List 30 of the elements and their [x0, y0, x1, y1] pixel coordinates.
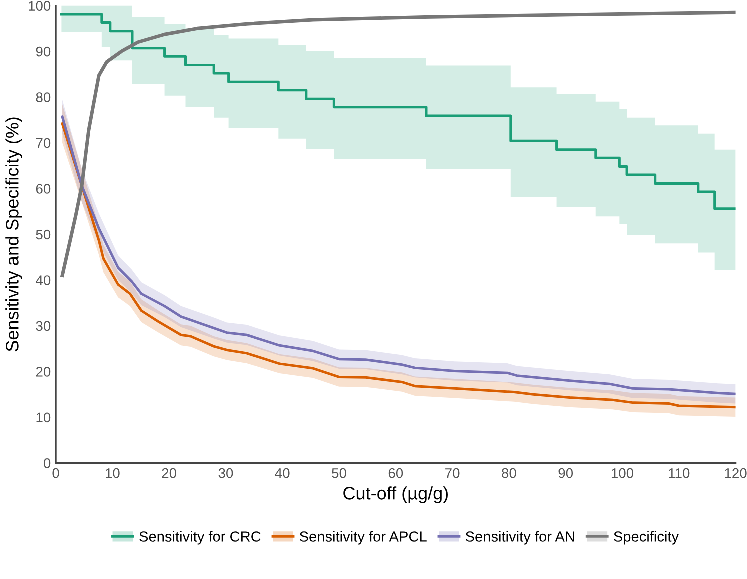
- x-tick-label: 0: [52, 468, 60, 478]
- y-tick-label: 80: [36, 92, 51, 102]
- x-tick-label: 20: [162, 468, 176, 478]
- legend-label: Sensitivity for AN: [466, 531, 574, 545]
- y-tick-label: 100: [29, 1, 51, 11]
- legend-label: Specificity: [614, 531, 680, 545]
- x-tick-label: 120: [725, 468, 747, 478]
- x-tick-label: 80: [502, 468, 516, 478]
- x-tick-label: 100: [612, 468, 634, 478]
- x-tick-label: 40: [275, 468, 290, 478]
- y-tick-label: 50: [36, 230, 51, 240]
- x-tick-label: 90: [558, 468, 574, 478]
- y-tick-label: 20: [36, 367, 51, 377]
- y-tick-label: 70: [36, 138, 51, 148]
- y-tick-label: 30: [36, 321, 51, 332]
- y-tick-label: 90: [36, 46, 51, 57]
- legend-label: Sensitivity for CRC: [140, 531, 261, 545]
- x-tick-label: 50: [332, 468, 346, 478]
- x-tick-label: 10: [106, 468, 120, 478]
- y-tick-label: 60: [36, 184, 51, 194]
- y-tick-label: 0: [44, 458, 51, 468]
- x-tick-label: 110: [669, 468, 690, 478]
- x-axis-title: Cut-off (µg/g): [344, 486, 448, 504]
- y-tick-label: 10: [36, 412, 51, 423]
- legend-label: Sensitivity for APCL: [300, 531, 427, 545]
- y-tick-label: 40: [36, 276, 51, 286]
- y-axis-title: Sensitivity and Specificity (%): [6, 118, 22, 352]
- x-tick-label: 60: [388, 468, 404, 478]
- x-tick-label: 70: [446, 468, 460, 478]
- x-tick-label: 30: [218, 468, 234, 478]
